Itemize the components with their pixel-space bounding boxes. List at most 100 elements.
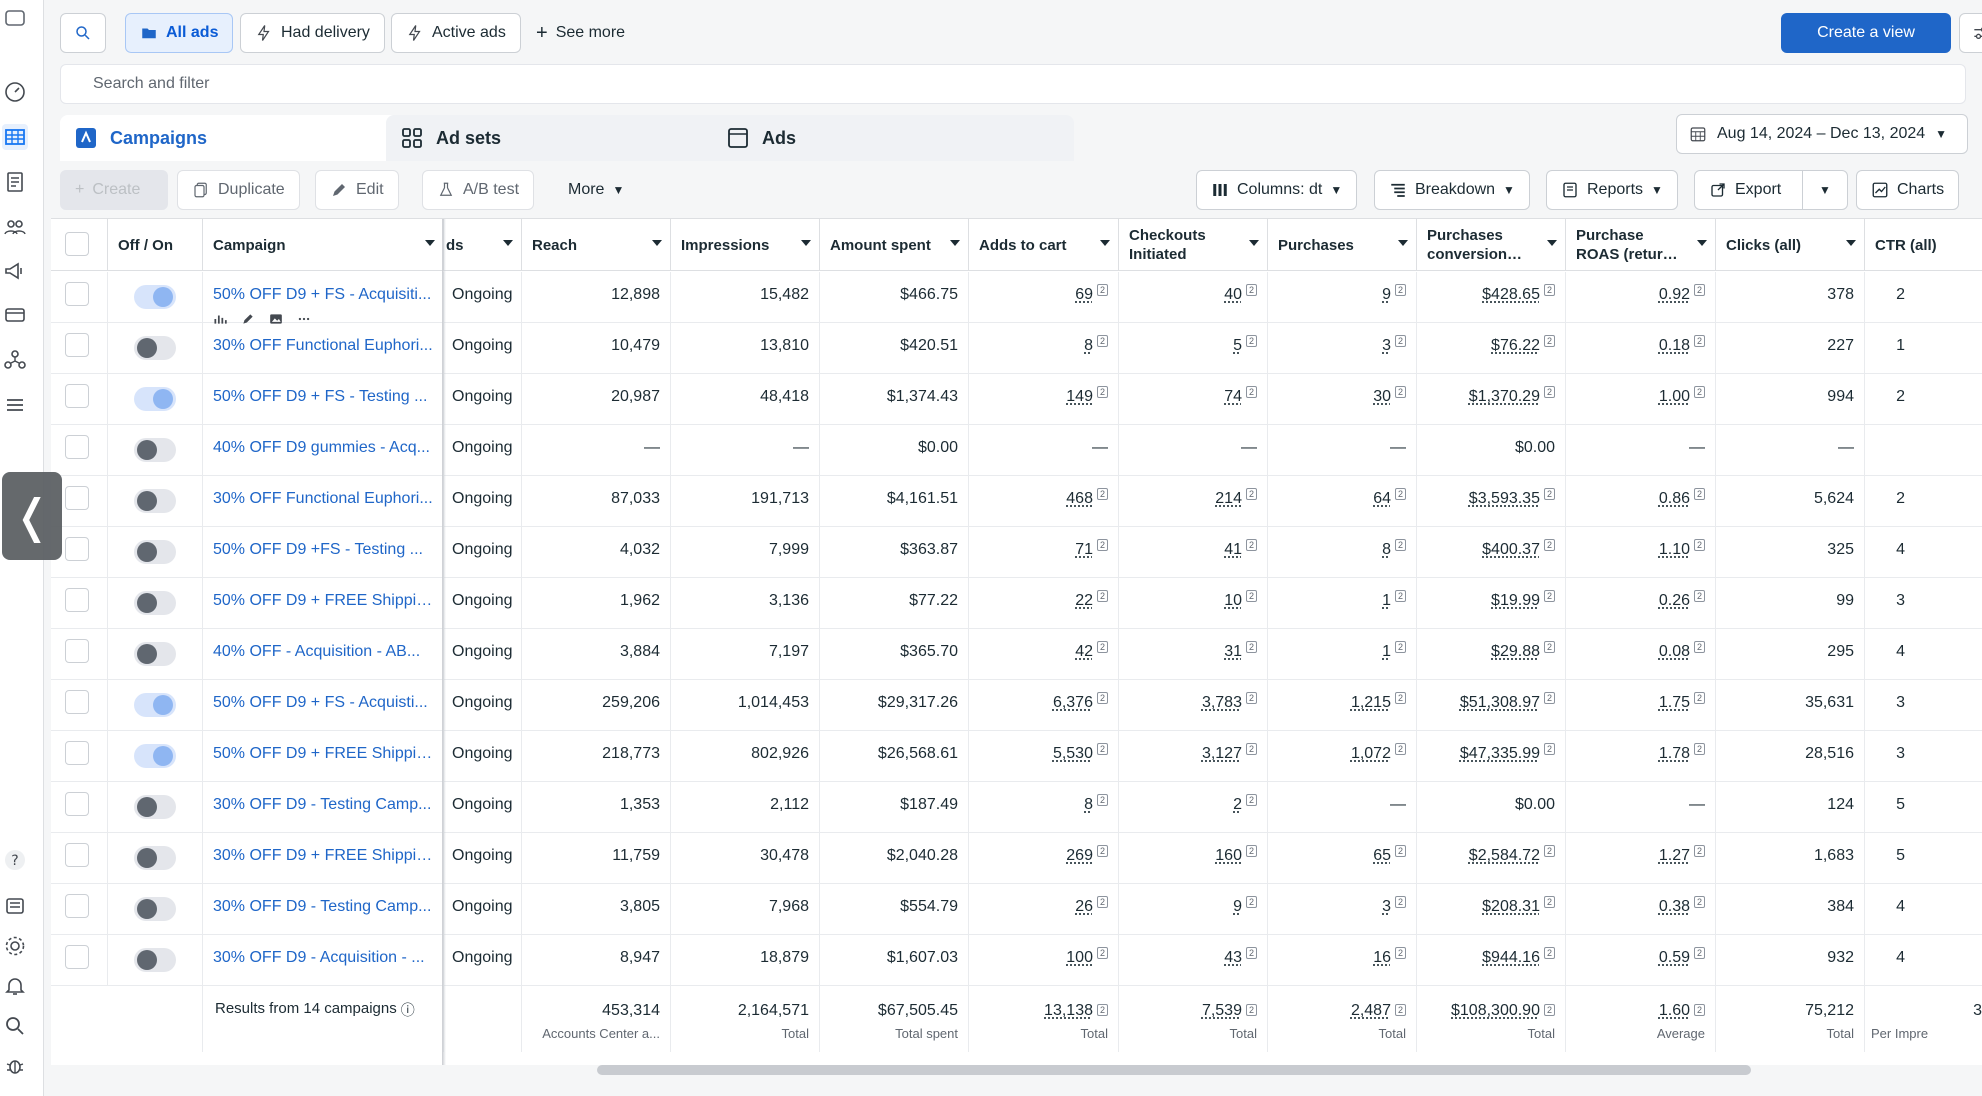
export-dropdown-button[interactable]: ▼ [1802, 170, 1848, 210]
row-checkbox[interactable] [65, 282, 89, 306]
campaign-on-off-toggle[interactable] [134, 948, 176, 972]
purchases-value[interactable]: 3 [1382, 898, 1391, 916]
checkouts-value[interactable]: 40 [1224, 286, 1242, 304]
tab-ads[interactable]: Ads [712, 115, 1074, 161]
view-settings-sliders-icon[interactable] [1959, 13, 1982, 53]
campaign-name-link[interactable]: 30% OFF Functional Euphori... [203, 337, 443, 355]
column-checkouts-initiated[interactable]: Checkouts Initiated [1119, 219, 1268, 271]
purchases-value[interactable]: 8 [1382, 541, 1391, 559]
campaign-on-off-toggle[interactable] [134, 795, 176, 819]
column-purchases[interactable]: Purchases [1268, 219, 1417, 271]
table-row[interactable]: 50% OFF D9 + FREE Shippin... Ongoing 218,7… [51, 731, 1982, 782]
campaign-on-off-toggle[interactable] [134, 897, 176, 921]
columns-button[interactable]: Columns: dt ▼ [1196, 170, 1357, 210]
campaign-on-off-toggle[interactable] [134, 693, 176, 717]
roas-value[interactable]: 0.92 [1659, 286, 1690, 304]
roas-value[interactable]: 1.75 [1659, 694, 1690, 712]
campaign-name-link[interactable]: 30% OFF D9 - Acquisition - ... [203, 949, 443, 967]
more-actions-button[interactable]: More ▼ [554, 170, 638, 210]
campaign-on-off-toggle[interactable] [134, 438, 176, 462]
roas-value[interactable]: 0.38 [1659, 898, 1690, 916]
campaign-name-link[interactable]: 30% OFF D9 - Testing Camp... [203, 796, 443, 814]
purchases-value[interactable]: 1,072 [1351, 745, 1391, 763]
checkouts-value[interactable]: 160 [1215, 847, 1242, 865]
column-impressions[interactable]: Impressions [671, 219, 820, 271]
campaign-name-link[interactable]: 50% OFF D9 + FREE Shippin... [203, 592, 443, 610]
checkouts-value[interactable]: 74 [1224, 388, 1242, 406]
settings-gear-icon[interactable] [2, 933, 28, 959]
audiences-people-icon[interactable] [2, 214, 28, 240]
campaign-on-off-toggle[interactable] [134, 387, 176, 411]
conv-value[interactable]: $2,584.72 [1469, 847, 1540, 865]
atc-value[interactable]: 269 [1066, 847, 1093, 865]
charts-button[interactable]: Charts [1856, 170, 1959, 210]
row-checkbox[interactable] [65, 945, 89, 969]
table-row[interactable]: 40% OFF D9 gummies - Acq... Ongoing — — $0.0… [51, 425, 1982, 476]
checkouts-value[interactable]: 3,127 [1202, 745, 1242, 763]
atc-value[interactable]: 42 [1075, 643, 1093, 661]
bug-report-icon[interactable] [2, 1053, 28, 1079]
table-row[interactable]: 30% OFF Functional Euphori... Ongoing 10,4… [51, 323, 1982, 374]
horizontal-scrollbar[interactable] [597, 1065, 1751, 1075]
campaign-on-off-toggle[interactable] [134, 744, 176, 768]
search-and-filter-input[interactable]: Search and filter [60, 64, 1966, 104]
purchases-value[interactable]: 1,215 [1351, 694, 1391, 712]
table-row[interactable]: 50% OFF D9 + FS - Testing ... Ongoing 20,9… [51, 374, 1982, 425]
row-checkbox[interactable] [65, 384, 89, 408]
row-checkbox[interactable] [65, 435, 89, 459]
purchases-value[interactable]: 64 [1373, 490, 1391, 508]
campaign-on-off-toggle[interactable] [134, 285, 176, 309]
active-ads-view-button[interactable]: Active ads [391, 13, 521, 53]
row-checkbox[interactable] [65, 537, 89, 561]
export-button[interactable]: Export [1694, 170, 1803, 210]
table-row[interactable]: 50% OFF D9 +FS - Testing ... Ongoing 4,032… [51, 527, 1982, 578]
atc-value[interactable]: 8 [1084, 337, 1093, 355]
row-checkbox[interactable] [65, 639, 89, 663]
checkouts-value[interactable]: 5 [1233, 337, 1242, 355]
campaign-on-off-toggle[interactable] [134, 489, 176, 513]
campaign-on-off-toggle[interactable] [134, 540, 176, 564]
conv-value[interactable]: $3,593.35 [1469, 490, 1540, 508]
see-more-button[interactable]: + See more [522, 13, 639, 53]
notifications-bell-icon[interactable] [2, 973, 28, 999]
breakdown-button[interactable]: Breakdown ▼ [1374, 170, 1530, 210]
row-checkbox[interactable] [65, 894, 89, 918]
row-checkbox[interactable] [65, 588, 89, 612]
campaign-on-off-toggle[interactable] [134, 846, 176, 870]
create-button[interactable]: + Create [60, 170, 168, 210]
reports-button[interactable]: Reports ▼ [1546, 170, 1678, 210]
roas-value[interactable]: 0.26 [1659, 592, 1690, 610]
meta-logo-icon[interactable] [2, 6, 28, 32]
conv-value[interactable]: $400.37 [1482, 541, 1540, 559]
duplicate-button[interactable]: Duplicate [177, 170, 300, 210]
campaign-name-link[interactable]: 50% OFF D9 + FREE Shippin... [203, 745, 443, 763]
campaign-name-link[interactable]: 30% OFF D9 - Testing Camp... [203, 898, 443, 916]
checkouts-value[interactable]: 9 [1233, 898, 1242, 916]
conv-value[interactable]: $944.16 [1482, 949, 1540, 967]
dashboard-gauge-icon[interactable] [2, 79, 28, 105]
reports-document-icon[interactable] [2, 169, 28, 195]
all-ads-view-button[interactable]: All ads [125, 13, 233, 53]
campaign-name-link[interactable]: 50% OFF D9 + FS - Testing ... [203, 388, 443, 406]
purchases-value[interactable]: 65 [1373, 847, 1391, 865]
tab-campaigns[interactable]: Campaigns [60, 115, 422, 161]
info-icon[interactable]: ⓘ [401, 1000, 415, 1020]
atc-value[interactable]: 69 [1075, 286, 1093, 304]
campaign-name-link[interactable]: 30% OFF D9 + FREE Shippin... [203, 847, 443, 865]
conv-value[interactable]: $76.22 [1491, 337, 1540, 355]
table-row[interactable]: 30% OFF Functional Euphori... Ongoing 87,0… [51, 476, 1982, 527]
edit-button[interactable]: Edit [315, 170, 399, 210]
atc-value[interactable]: 100 [1066, 949, 1093, 967]
atc-value[interactable]: 6,376 [1053, 694, 1093, 712]
atc-value[interactable]: 26 [1075, 898, 1093, 916]
row-checkbox[interactable] [65, 486, 89, 510]
conv-value[interactable]: $29.88 [1491, 643, 1540, 661]
campaigns-table-icon[interactable] [2, 124, 28, 150]
atc-value[interactable]: 468 [1066, 490, 1093, 508]
campaign-on-off-toggle[interactable] [134, 642, 176, 666]
column-delivery[interactable]: ds [444, 219, 522, 271]
checkouts-value[interactable]: 3,783 [1202, 694, 1242, 712]
row-checkbox[interactable] [65, 690, 89, 714]
campaign-name-link[interactable]: 50% OFF D9 + FS - Acquisti... [203, 694, 443, 712]
checkouts-value[interactable]: 10 [1224, 592, 1242, 610]
